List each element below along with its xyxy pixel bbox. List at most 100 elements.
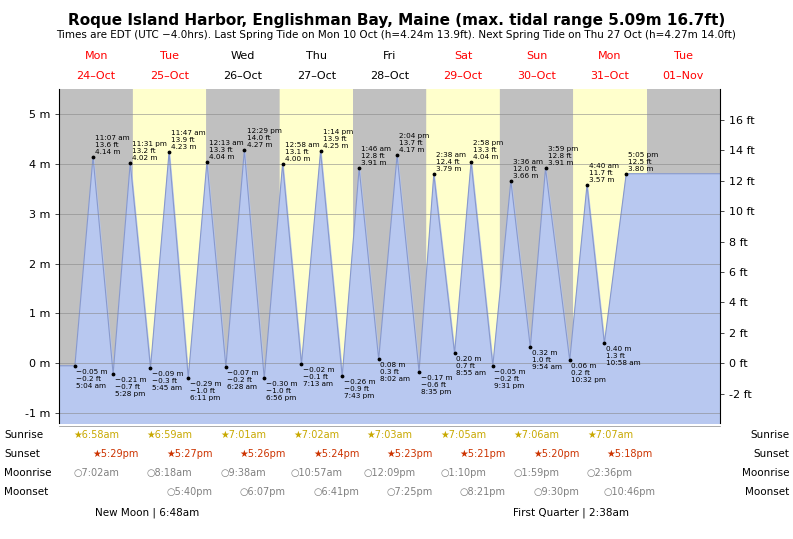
- Text: ○10:46pm: ○10:46pm: [603, 487, 656, 497]
- Text: 12:29 pm
14.0 ft
4.27 m: 12:29 pm 14.0 ft 4.27 m: [247, 128, 282, 148]
- Text: 2:58 pm
13.3 ft
4.04 m: 2:58 pm 13.3 ft 4.04 m: [473, 140, 504, 160]
- Text: 12:58 am
13.1 ft
4.00 m: 12:58 am 13.1 ft 4.00 m: [285, 142, 320, 162]
- Text: ★6:58am: ★6:58am: [73, 430, 119, 440]
- Text: 3:36 am
12.0 ft
3.66 m: 3:36 am 12.0 ft 3.66 m: [513, 158, 543, 179]
- Text: ★5:24pm: ★5:24pm: [313, 449, 359, 459]
- Bar: [646, 89, 720, 423]
- Bar: [280, 89, 353, 423]
- Text: Moonset: Moonset: [745, 487, 789, 497]
- Text: ○7:25pm: ○7:25pm: [386, 487, 433, 497]
- Text: ○8:18am: ○8:18am: [147, 468, 193, 478]
- Text: 24–Oct: 24–Oct: [77, 71, 116, 81]
- Text: ○10:57am: ○10:57am: [290, 468, 343, 478]
- Text: 27–Oct: 27–Oct: [297, 71, 336, 81]
- Text: Sunset: Sunset: [4, 449, 40, 459]
- Text: ★7:02am: ★7:02am: [293, 430, 339, 440]
- Text: 30–Oct: 30–Oct: [517, 71, 556, 81]
- Text: ○2:36pm: ○2:36pm: [587, 468, 633, 478]
- Text: ★7:01am: ★7:01am: [220, 430, 266, 440]
- Text: New Moon | 6:48am: New Moon | 6:48am: [94, 508, 199, 519]
- Text: −0.21 m
−0.7 ft
5:28 pm: −0.21 m −0.7 ft 5:28 pm: [115, 377, 146, 397]
- Text: −0.09 m
−0.3 ft
5:45 am: −0.09 m −0.3 ft 5:45 am: [152, 371, 183, 391]
- Text: Sunset: Sunset: [753, 449, 789, 459]
- Text: ★5:23pm: ★5:23pm: [386, 449, 433, 459]
- Text: Moonrise: Moonrise: [741, 468, 789, 478]
- Text: ★5:20pm: ★5:20pm: [533, 449, 580, 459]
- Text: ○6:07pm: ○6:07pm: [239, 487, 285, 497]
- Text: −0.30 m
−1.0 ft
6:56 pm: −0.30 m −1.0 ft 6:56 pm: [266, 381, 297, 401]
- Bar: [59, 89, 133, 423]
- Bar: [427, 89, 500, 423]
- Text: ○9:38am: ○9:38am: [220, 468, 266, 478]
- Bar: [500, 89, 573, 423]
- Text: 31–Oct: 31–Oct: [591, 71, 630, 81]
- Text: −0.26 m
−0.9 ft
7:43 pm: −0.26 m −0.9 ft 7:43 pm: [343, 379, 375, 399]
- Text: Mon: Mon: [598, 51, 622, 61]
- Text: 0.06 m
0.2 ft
10:32 pm: 0.06 m 0.2 ft 10:32 pm: [571, 363, 606, 383]
- Text: −0.29 m
−1.0 ft
6:11 pm: −0.29 m −1.0 ft 6:11 pm: [190, 381, 221, 400]
- Text: Mon: Mon: [84, 51, 108, 61]
- Text: 28–Oct: 28–Oct: [370, 71, 409, 81]
- Text: 0.08 m
0.3 ft
8:02 am: 0.08 m 0.3 ft 8:02 am: [380, 362, 410, 382]
- Text: 0.20 m
0.7 ft
8:55 am: 0.20 m 0.7 ft 8:55 am: [456, 356, 486, 376]
- Text: ★5:18pm: ★5:18pm: [607, 449, 653, 459]
- Text: −0.07 m
−0.2 ft
6:28 am: −0.07 m −0.2 ft 6:28 am: [228, 370, 259, 390]
- Text: Tue: Tue: [674, 51, 693, 61]
- Text: 0.32 m
1.0 ft
9:54 am: 0.32 m 1.0 ft 9:54 am: [532, 350, 561, 370]
- Text: ★5:26pm: ★5:26pm: [239, 449, 286, 459]
- Text: Sunrise: Sunrise: [4, 430, 43, 440]
- Bar: [133, 89, 206, 423]
- Text: ○6:41pm: ○6:41pm: [313, 487, 359, 497]
- Text: 1:46 am
12.8 ft
3.91 m: 1:46 am 12.8 ft 3.91 m: [362, 146, 392, 166]
- Text: ○7:02am: ○7:02am: [73, 468, 119, 478]
- Text: Fri: Fri: [383, 51, 396, 61]
- Text: Moonset: Moonset: [4, 487, 48, 497]
- Text: Roque Island Harbor, Englishman Bay, Maine (max. tidal range 5.09m 16.7ft): Roque Island Harbor, Englishman Bay, Mai…: [68, 13, 725, 29]
- Text: ○1:10pm: ○1:10pm: [440, 468, 486, 478]
- Text: −0.17 m
−0.6 ft
8:35 pm: −0.17 m −0.6 ft 8:35 pm: [420, 375, 452, 395]
- Text: ★5:29pm: ★5:29pm: [93, 449, 140, 459]
- Text: ★5:21pm: ★5:21pm: [460, 449, 506, 459]
- Text: −0.02 m
−0.1 ft
7:13 am: −0.02 m −0.1 ft 7:13 am: [303, 367, 335, 387]
- Text: 0.40 m
1.3 ft
10:58 am: 0.40 m 1.3 ft 10:58 am: [606, 346, 641, 367]
- Text: −0.05 m
−0.2 ft
9:31 pm: −0.05 m −0.2 ft 9:31 pm: [494, 369, 526, 389]
- Text: Thu: Thu: [306, 51, 327, 61]
- Text: ○1:59pm: ○1:59pm: [514, 468, 560, 478]
- Bar: [573, 89, 646, 423]
- Text: ○8:21pm: ○8:21pm: [460, 487, 506, 497]
- Text: Tue: Tue: [160, 51, 179, 61]
- Text: 26–Oct: 26–Oct: [224, 71, 262, 81]
- Text: Moonrise: Moonrise: [4, 468, 52, 478]
- Text: 11:47 am
13.9 ft
4.23 m: 11:47 am 13.9 ft 4.23 m: [171, 130, 206, 150]
- Text: Sunrise: Sunrise: [750, 430, 789, 440]
- Text: 2:04 pm
13.7 ft
4.17 m: 2:04 pm 13.7 ft 4.17 m: [400, 133, 430, 153]
- Text: ★7:06am: ★7:06am: [514, 430, 560, 440]
- Text: 2:38 am
12.4 ft
3.79 m: 2:38 am 12.4 ft 3.79 m: [436, 152, 466, 172]
- Text: 4:40 am
11.7 ft
3.57 m: 4:40 am 11.7 ft 3.57 m: [589, 163, 619, 183]
- Text: ★7:03am: ★7:03am: [366, 430, 413, 440]
- Text: 11:07 am
13.6 ft
4.14 m: 11:07 am 13.6 ft 4.14 m: [95, 135, 130, 155]
- Text: ★7:05am: ★7:05am: [440, 430, 486, 440]
- Bar: [353, 89, 427, 423]
- Text: 25–Oct: 25–Oct: [150, 71, 189, 81]
- Text: First Quarter | 2:38am: First Quarter | 2:38am: [513, 508, 629, 519]
- Text: 12:13 am
13.3 ft
4.04 m: 12:13 am 13.3 ft 4.04 m: [209, 140, 243, 160]
- Text: Sat: Sat: [454, 51, 473, 61]
- Text: Wed: Wed: [231, 51, 255, 61]
- Text: 3:59 pm
12.8 ft
3.91 m: 3:59 pm 12.8 ft 3.91 m: [548, 146, 578, 166]
- Text: ★6:59am: ★6:59am: [147, 430, 193, 440]
- Text: 29–Oct: 29–Oct: [443, 71, 483, 81]
- Text: 5:05 pm
12.5 ft
3.80 m: 5:05 pm 12.5 ft 3.80 m: [628, 152, 659, 172]
- Text: 1:14 pm
13.9 ft
4.25 m: 1:14 pm 13.9 ft 4.25 m: [323, 129, 353, 149]
- Text: ○5:40pm: ○5:40pm: [167, 487, 213, 497]
- Text: 01–Nov: 01–Nov: [663, 71, 704, 81]
- Text: 11:31 pm
13.2 ft
4.02 m: 11:31 pm 13.2 ft 4.02 m: [132, 141, 167, 161]
- Bar: [206, 89, 280, 423]
- Text: ○12:09pm: ○12:09pm: [364, 468, 416, 478]
- Text: −0.05 m
−0.2 ft
5:04 am: −0.05 m −0.2 ft 5:04 am: [76, 369, 108, 389]
- Text: ★7:07am: ★7:07am: [587, 430, 633, 440]
- Text: ★5:27pm: ★5:27pm: [167, 449, 213, 459]
- Text: ○9:30pm: ○9:30pm: [534, 487, 580, 497]
- Text: Times are EDT (UTC −4.0hrs). Last Spring Tide on Mon 10 Oct (h=4.24m 13.9ft). Ne: Times are EDT (UTC −4.0hrs). Last Spring…: [56, 30, 737, 40]
- Text: Sun: Sun: [526, 51, 547, 61]
